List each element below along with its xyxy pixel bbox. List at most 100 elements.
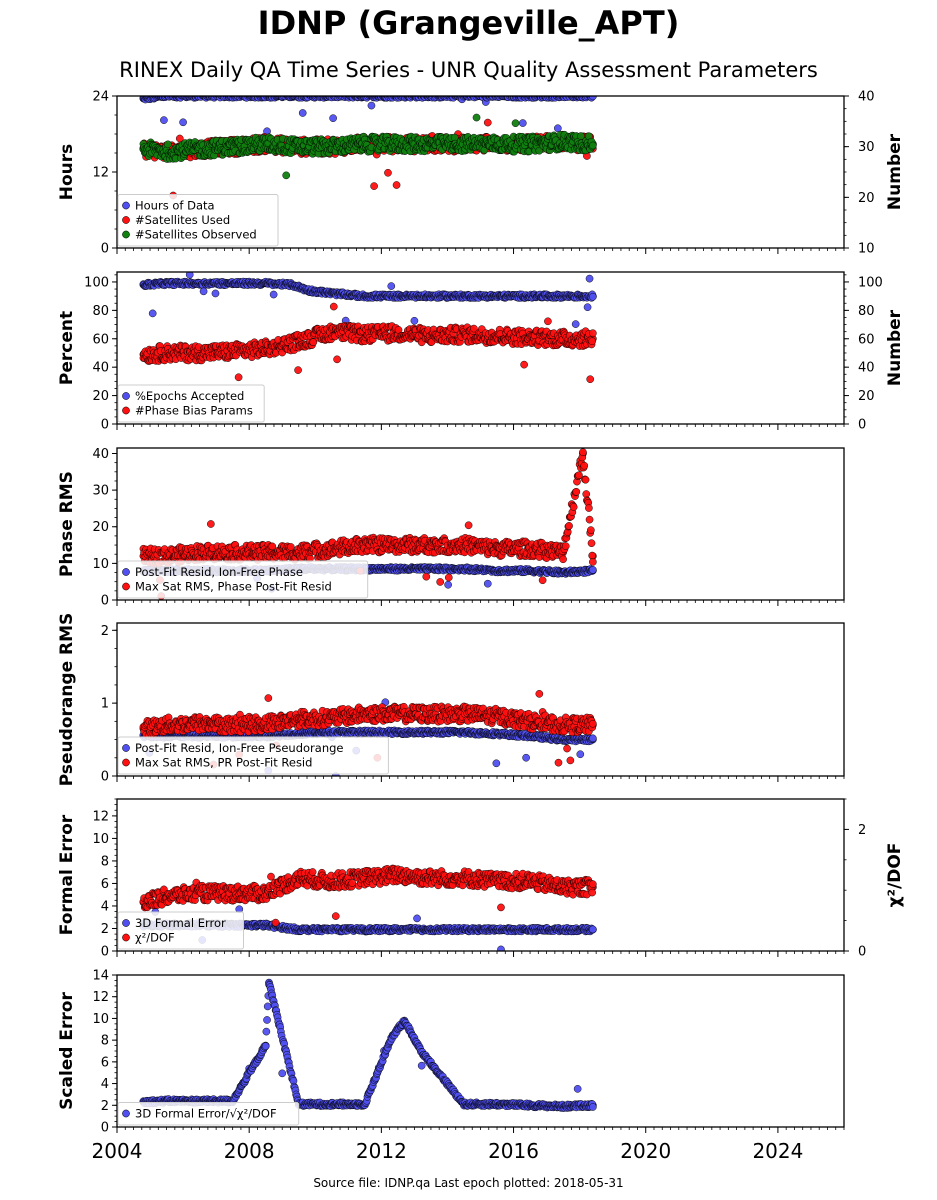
data-point (410, 316, 419, 325)
y2-tick-label: 100 (858, 275, 883, 290)
data-point (164, 140, 172, 149)
y-tick-label: 0 (101, 418, 109, 433)
data-point (587, 83, 594, 90)
y-axis-label: Percent (57, 311, 77, 385)
legend-label: %Epochs Accepted (135, 389, 244, 403)
data-point (472, 67, 479, 74)
legend-marker (122, 216, 130, 224)
data-point (281, 263, 288, 270)
legend-label: Hours of Data (135, 199, 215, 213)
data-point (588, 337, 597, 346)
panel-2: 020406080100020406080100NumberPercent%Ep… (57, 263, 905, 433)
y-tick-label: 24 (92, 90, 109, 105)
y-tick-label: 40 (92, 361, 109, 376)
y2-tick-label: 0 (858, 418, 866, 433)
data-point (585, 274, 594, 283)
legend-box (117, 194, 279, 247)
y2-tick-label: 30 (858, 140, 875, 155)
data-point (175, 134, 184, 143)
y2-tick-label: 40 (858, 90, 875, 105)
y-tick-label: 60 (92, 332, 109, 347)
data-point (329, 302, 338, 311)
data-point (288, 81, 295, 88)
series-2 (139, 302, 597, 384)
data-point (520, 360, 528, 369)
y2-tick-label: 40 (858, 361, 875, 376)
data-point (268, 542, 277, 551)
data-point (367, 101, 376, 110)
data-point (207, 520, 215, 528)
data-point (234, 373, 243, 382)
legend-marker (122, 392, 130, 400)
series-1 (139, 65, 597, 145)
legend-label: #Phase Bias Params (135, 404, 253, 418)
y2-tick-label: 10 (858, 242, 875, 257)
y2-tick-label: 20 (858, 191, 875, 206)
data-points (139, 263, 597, 384)
data-point (571, 320, 580, 328)
y-tick-label: 20 (92, 389, 109, 404)
series-3 (139, 113, 597, 180)
data-point (444, 573, 453, 582)
chart-subtitle: RINEX Daily QA Time Series - UNR Quality… (119, 58, 818, 82)
data-point (511, 119, 520, 128)
y2-tick-label: 20 (858, 389, 875, 404)
legend-marker (122, 406, 130, 415)
data-point (269, 290, 278, 299)
data-point (589, 141, 597, 150)
data-point (583, 303, 592, 312)
data-point (544, 317, 552, 326)
data-point (359, 264, 366, 271)
data-point (554, 124, 562, 133)
data-point (333, 65, 340, 72)
data-point (333, 355, 341, 364)
data-point (160, 116, 168, 124)
data-point (302, 74, 309, 81)
y-tick-label: 100 (84, 275, 109, 290)
data-point (294, 366, 302, 374)
data-point (384, 168, 392, 177)
data-point (211, 289, 220, 298)
series-1 (139, 263, 597, 328)
legend: %Epochs Accepted#Phase Bias Params (117, 384, 265, 423)
data-point (589, 566, 597, 574)
data-point (148, 309, 157, 318)
data-point (436, 578, 445, 586)
data-point (586, 375, 595, 384)
y2-axis-label: Number (885, 133, 905, 210)
legend-marker (122, 230, 130, 239)
data-point (387, 282, 396, 290)
data-point (282, 171, 291, 180)
data-point (444, 580, 452, 589)
data-point (422, 572, 431, 581)
y2-tick-label: 60 (858, 332, 875, 347)
data-point (392, 181, 401, 189)
series-2 (139, 118, 597, 200)
data-point (483, 118, 492, 127)
legend-label: #Satellites Observed (135, 228, 257, 242)
data-point (518, 119, 527, 127)
legend: Hours of Data#Satellites Used#Satellites… (117, 194, 279, 247)
data-points (139, 65, 597, 200)
legend-marker (122, 201, 130, 210)
data-point (370, 182, 378, 190)
data-point (199, 287, 208, 296)
legend-label: #Satellites Used (135, 213, 230, 227)
y-axis-label: Hours (57, 144, 77, 201)
y-tick-label: 80 (92, 304, 109, 319)
data-point (483, 579, 492, 588)
y-tick-label: 0 (101, 242, 109, 257)
data-point (589, 292, 597, 301)
data-point (286, 543, 295, 551)
data-point (589, 329, 597, 337)
y-tick-label: 12 (92, 166, 109, 181)
data-point (179, 118, 187, 127)
data-point (472, 113, 481, 122)
data-point (298, 109, 307, 117)
y2-axis-label: Number (885, 309, 905, 386)
data-point (329, 114, 337, 123)
chart-title: IDNP (Grangeville_APT) (257, 4, 680, 42)
